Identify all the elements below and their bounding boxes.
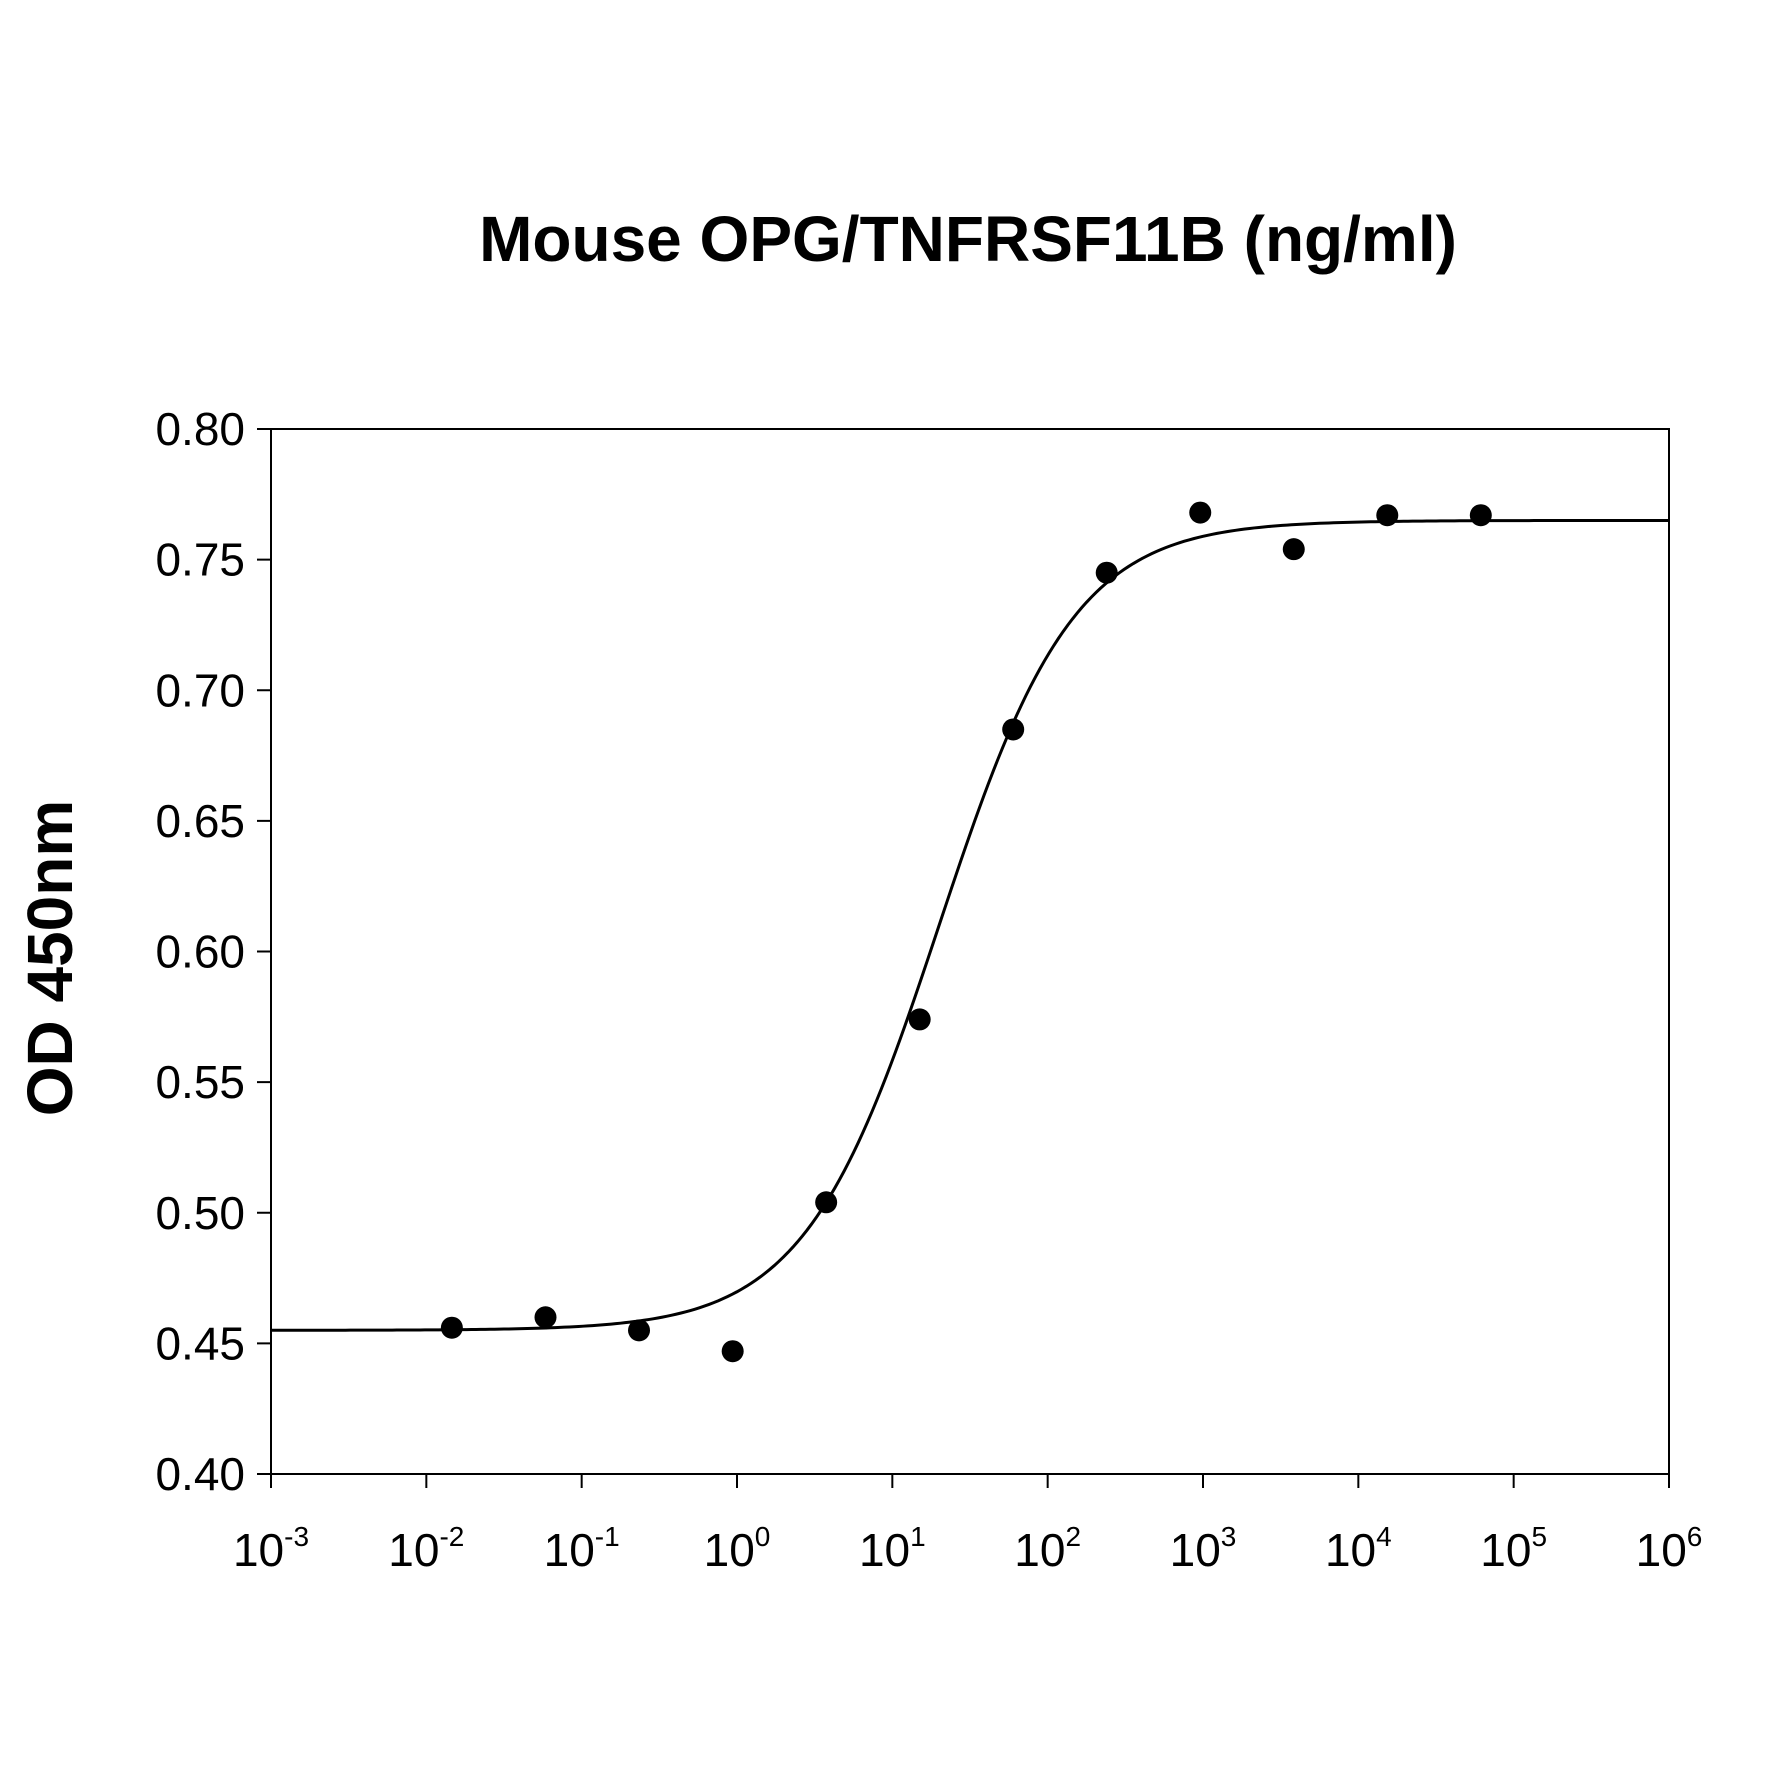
x-tick-label: 103 [1170, 1521, 1237, 1576]
data-points [440, 501, 1492, 1363]
data-point [1469, 504, 1492, 527]
data-point [1002, 718, 1025, 741]
y-tick-label: 0.65 [155, 795, 245, 847]
x-tick-label: 106 [1636, 1521, 1703, 1576]
y-tick-label: 0.50 [155, 1187, 245, 1239]
data-point [815, 1191, 838, 1214]
y-axis: 0.40 0.45 0.50 0.55 0.60 0.65 0.70 0.75 0.80 [155, 403, 271, 1500]
plot-area [270, 428, 1670, 1475]
y-axis-label: OD 450nm [14, 800, 86, 1117]
x-tick-label: 102 [1014, 1521, 1081, 1576]
y-tick-label: 0.40 [155, 1448, 245, 1500]
x-axis: 10-3 10-2 10-1 100 101 102 103 104 105 106 [233, 1474, 1702, 1576]
fit-curve [271, 518, 1669, 1332]
x-tick-label: 104 [1325, 1521, 1392, 1576]
data-point [534, 1306, 557, 1329]
x-tick-label: 100 [704, 1521, 771, 1576]
data-point [1376, 504, 1399, 527]
y-tick-label: 0.45 [155, 1317, 245, 1369]
y-tick-label: 0.80 [155, 403, 245, 455]
y-tick-label: 0.60 [155, 926, 245, 978]
x-tick-label: 101 [859, 1521, 926, 1576]
data-point [440, 1316, 463, 1339]
data-point [908, 1008, 931, 1031]
x-tick-label: 10-1 [544, 1521, 620, 1576]
y-tick-label: 0.70 [155, 664, 245, 716]
plot-frame [270, 428, 1670, 1475]
data-point [721, 1340, 744, 1363]
data-point [628, 1319, 651, 1342]
x-tick-label: 10-2 [388, 1521, 464, 1576]
data-point [1189, 501, 1212, 524]
x-tick-label: 10-3 [233, 1521, 309, 1576]
y-tick-label: 0.55 [155, 1056, 245, 1108]
data-point [1282, 538, 1305, 561]
data-point [1095, 561, 1118, 584]
x-tick-label: 105 [1480, 1521, 1547, 1576]
chart-title: Mouse OPG/TNFRSF11B (ng/ml) [479, 203, 1457, 275]
y-tick-label: 0.75 [155, 534, 245, 586]
